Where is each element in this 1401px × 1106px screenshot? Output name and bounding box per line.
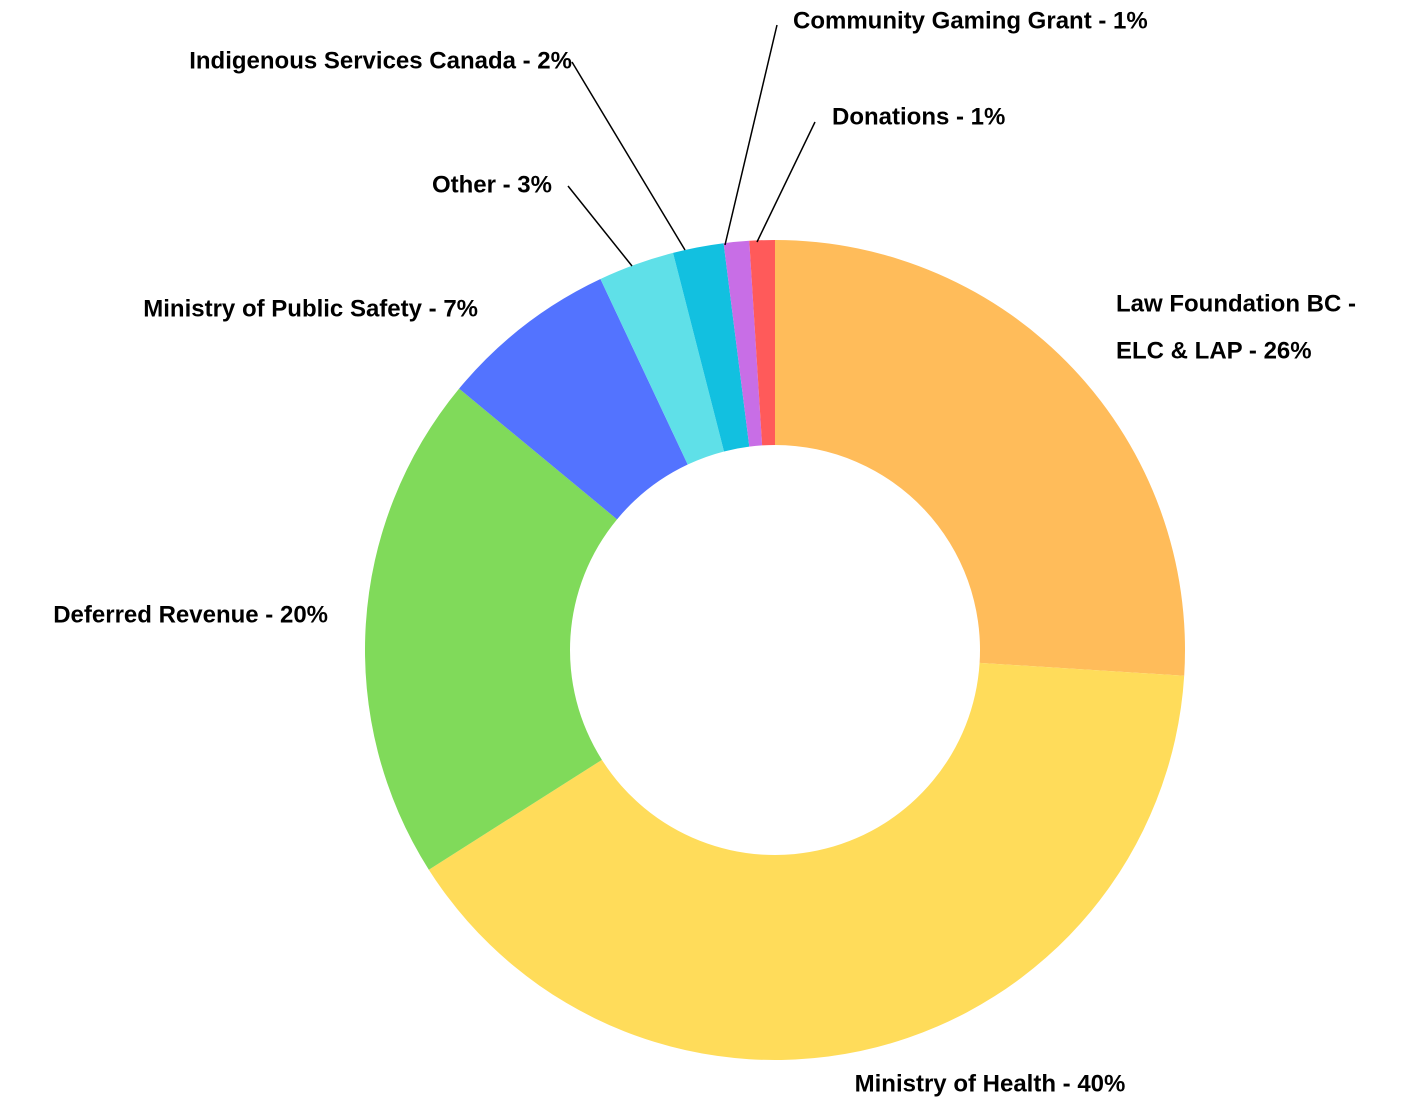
wedge bbox=[673, 243, 750, 452]
leader-line bbox=[567, 185, 633, 267]
slice-label: Community Gaming Grant - 1% bbox=[793, 7, 1148, 34]
slice-label: Other - 3% bbox=[432, 171, 552, 198]
wedge bbox=[600, 252, 725, 465]
donut bbox=[364, 240, 1185, 1060]
slice-label: ELC & LAP - 26% bbox=[1116, 337, 1312, 364]
slice-label: Law Foundation BC - bbox=[1116, 290, 1356, 317]
slice-label: Donations - 1% bbox=[832, 103, 1005, 130]
wedge bbox=[364, 388, 618, 870]
leader-line bbox=[756, 121, 816, 243]
wedge bbox=[723, 240, 763, 447]
slice-label: Indigenous Services Canada - 2% bbox=[189, 47, 572, 74]
wedge bbox=[459, 279, 688, 520]
wedge bbox=[775, 240, 1185, 676]
slice-label: Ministry of Health - 40% bbox=[855, 1070, 1126, 1097]
leader-lines bbox=[567, 24, 816, 267]
wedge bbox=[428, 662, 1185, 1060]
slice-label: Deferred Revenue - 20% bbox=[53, 601, 328, 628]
wedge bbox=[749, 240, 775, 446]
leader-line bbox=[724, 24, 778, 246]
labels: Law Foundation BC - ELC & LAP - 26% Minist… bbox=[53, 7, 1356, 1097]
slice-label: Ministry of Public Safety - 7% bbox=[143, 295, 478, 322]
leader-line bbox=[571, 61, 686, 251]
